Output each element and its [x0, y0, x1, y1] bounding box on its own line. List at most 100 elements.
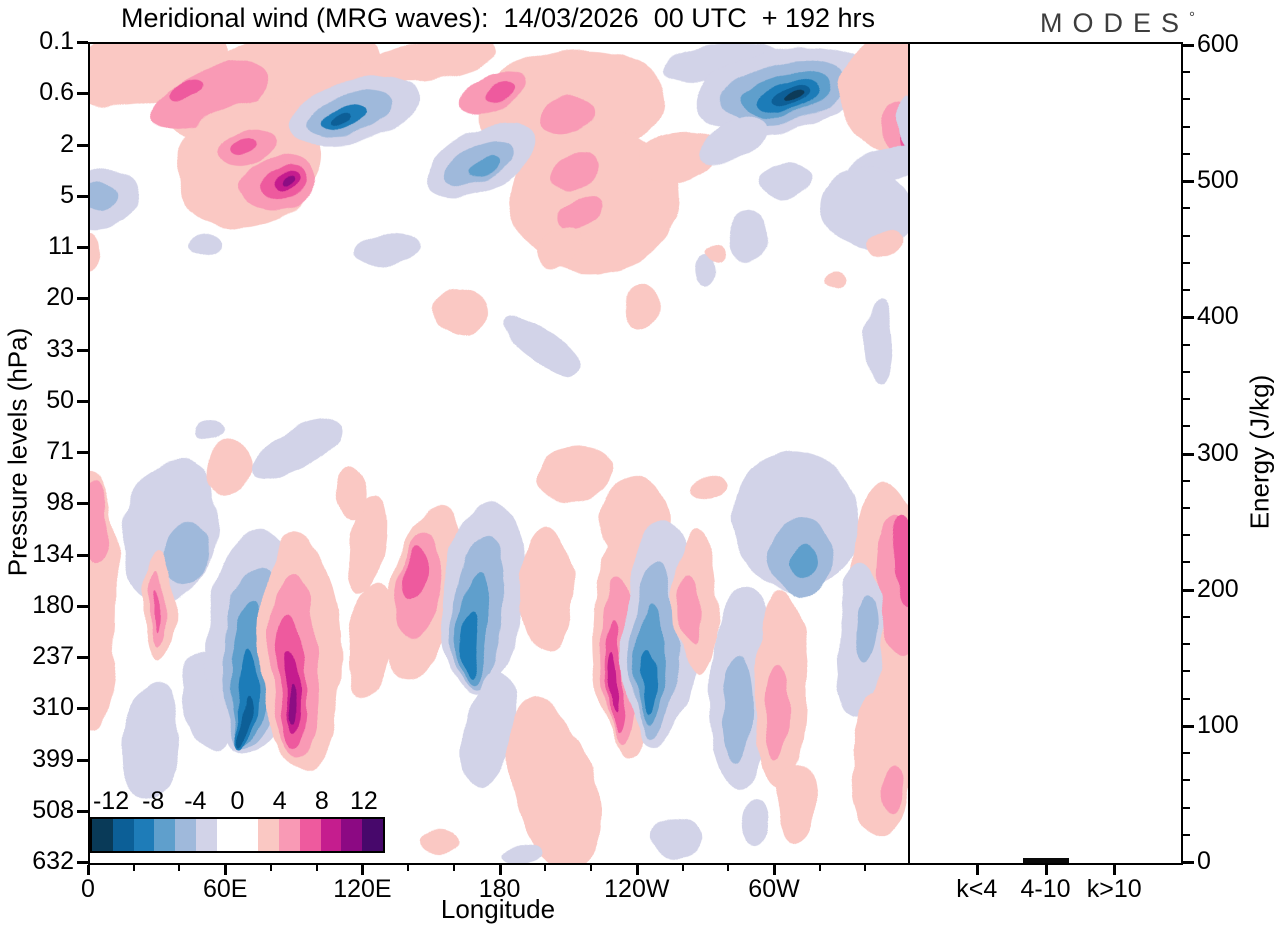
contour-blob [119, 681, 181, 800]
energy-minor-tick [1183, 833, 1190, 836]
contour-blob [286, 682, 295, 723]
longitude-tick-label: 60W [748, 875, 800, 903]
pressure-tick [77, 809, 88, 813]
longitude-minor-tick [407, 865, 410, 871]
pressure-tick-label: 180 [32, 590, 74, 619]
contour-blob [855, 591, 881, 663]
contour-blob [865, 297, 894, 388]
colorbar-segment [362, 819, 383, 851]
contour-field [90, 44, 909, 863]
colorbar-segment [216, 819, 238, 851]
colorbar-tick-label: 4 [272, 787, 287, 815]
contour-blob [608, 647, 619, 715]
contour-blob [723, 657, 754, 761]
energy-major-tick [1183, 724, 1194, 728]
energy-minor-tick [1183, 125, 1190, 128]
contour-blob [521, 527, 574, 652]
pressure-tick [77, 758, 88, 762]
energy-minor-tick [1183, 71, 1190, 74]
contour-blob [153, 591, 160, 632]
energy-minor-tick [1183, 670, 1190, 673]
wavenumber-tick [1044, 865, 1048, 875]
pressure-tick [77, 861, 88, 864]
contour-blob [403, 545, 427, 602]
contour-blob [729, 212, 770, 266]
contour-blob [897, 93, 909, 150]
pressure-tick-label: 71 [46, 437, 74, 465]
pressure-tick [77, 553, 88, 557]
contour-blob [785, 92, 809, 104]
longitude-major-tick [361, 865, 365, 875]
energy-major-tick [1183, 180, 1194, 184]
pressure-tick [77, 451, 88, 454]
energy-minor-tick [1183, 561, 1190, 564]
contour-blob [168, 79, 203, 101]
colorbar-segment [258, 819, 280, 851]
contour-blob [335, 463, 368, 520]
longitude-major-tick [635, 865, 639, 875]
pressure-tick-label: 134 [32, 539, 74, 568]
pressure-tick [77, 604, 88, 608]
contour-blob [819, 167, 909, 249]
colorbar-segment [92, 819, 113, 851]
pressure-tick-label: 5 [60, 180, 74, 209]
longitude-tick-label: 120W [604, 875, 670, 903]
pressure-tick-label: 310 [32, 693, 74, 722]
contour-blob [759, 163, 811, 200]
contour-blob [793, 546, 821, 581]
contour-blob [90, 233, 100, 269]
wavenumber-tick [1113, 865, 1117, 875]
pressure-tick-label: 0.6 [39, 78, 74, 107]
modes-logo: MODES° [1040, 8, 1195, 39]
contour-blob [189, 234, 221, 256]
colorbar-segment [112, 819, 134, 851]
pressure-tick-label: 508 [32, 795, 74, 824]
contour-blob [652, 817, 703, 856]
contour-blob [423, 830, 460, 855]
pressure-tick [77, 92, 88, 96]
contour-blob [360, 44, 499, 84]
wavenumber-energy-panel [910, 44, 1181, 863]
modes-logo-mark: ° [1189, 9, 1196, 26]
energy-minor-tick [1183, 752, 1190, 755]
longitude-major-tick [87, 865, 90, 875]
energy-major-tick [1183, 861, 1194, 864]
contour-blob [348, 576, 395, 696]
energy-tick-label: 300 [1197, 438, 1239, 467]
contour-blob [894, 517, 909, 610]
energy-minor-tick [1183, 398, 1190, 401]
colorbar-tick-label: 0 [230, 787, 245, 815]
colorbar-tick-label: 12 [350, 787, 378, 815]
longitude-axis-label: Longitude [440, 894, 556, 924]
energy-minor-tick [1183, 697, 1190, 700]
pressure-tick [77, 656, 88, 659]
wavenumber-tick-label: 4-10 [1020, 875, 1071, 903]
contour-blob [462, 671, 517, 790]
longitude-minor-tick [544, 865, 547, 871]
energy-minor-tick [1183, 370, 1190, 373]
contour-blob [331, 114, 350, 125]
energy-minor-tick [1183, 643, 1190, 646]
contour-blob [879, 766, 904, 811]
contour-blob [766, 664, 789, 757]
pressure-tick [77, 246, 88, 249]
page-title: Meridional wind (MRG waves): 14/03/2026 … [120, 3, 876, 33]
longitude-minor-tick [178, 865, 181, 871]
contour-blob [775, 762, 816, 843]
contour-blob [151, 62, 269, 130]
colorbar-segment [237, 819, 259, 851]
energy-axis-label: Energy (J/kg) [1244, 374, 1275, 530]
energy-major-tick [1183, 44, 1194, 47]
longitude-minor-tick [590, 865, 593, 871]
colorbar-tick-label: -12 [92, 787, 130, 815]
energy-tick-label: 200 [1197, 574, 1239, 603]
pressure-tick [77, 194, 88, 198]
longitude-tick-label: 120E [333, 875, 392, 903]
colorbar-segment [154, 819, 176, 851]
energy-minor-tick [1183, 534, 1190, 537]
contour-blob [705, 245, 726, 261]
contour-blob [165, 523, 211, 584]
wavenumber-tick-label: k>10 [1086, 875, 1142, 903]
energy-tick-label: 0 [1197, 847, 1211, 875]
colorbar [90, 817, 385, 853]
